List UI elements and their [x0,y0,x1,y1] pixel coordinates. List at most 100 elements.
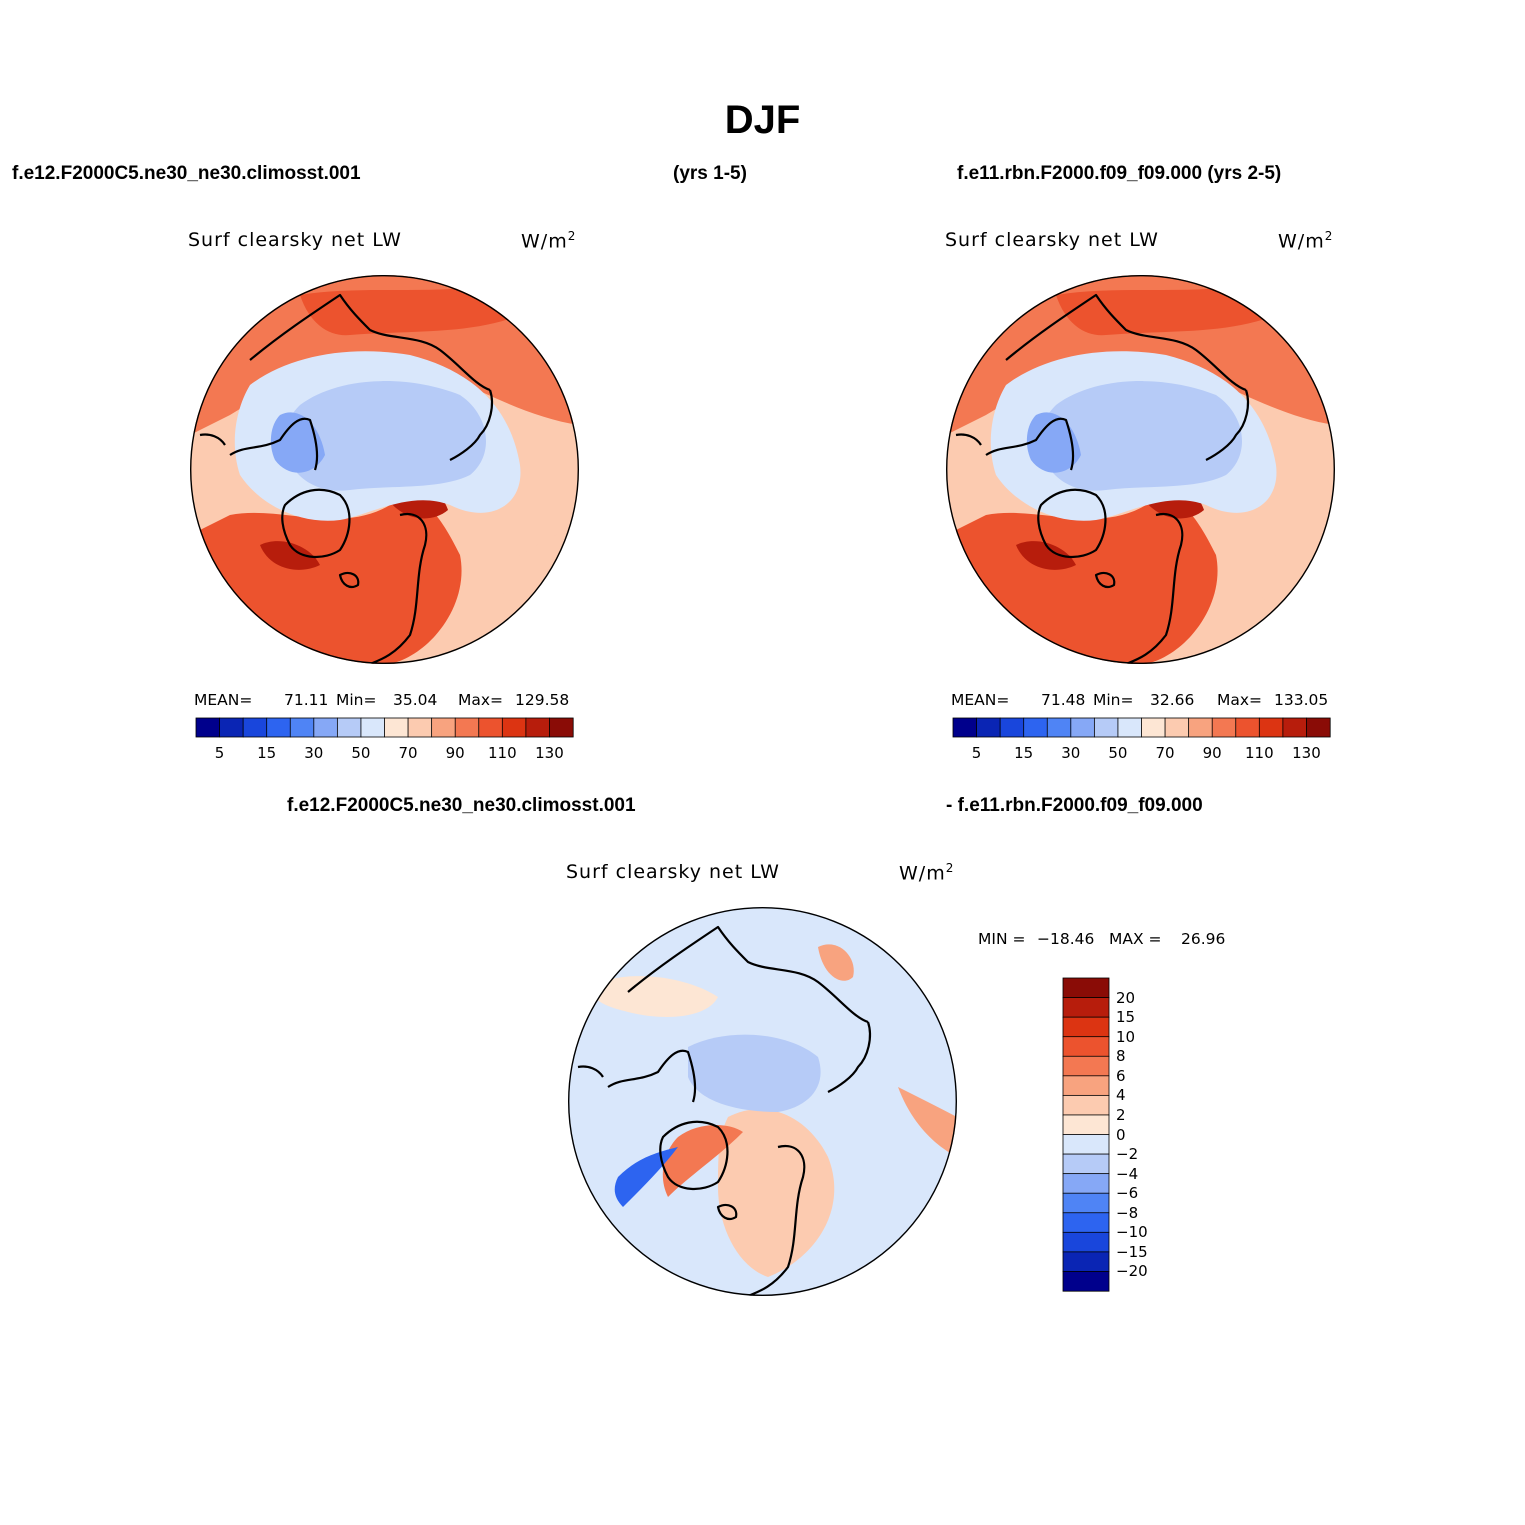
colorbar-box [454,717,480,738]
field-peak-region [260,541,320,570]
colorbar-tick-label: 30 [304,744,324,762]
panel3-max-label: MAX = [1109,930,1162,948]
field-cold-region-arctic [285,381,487,491]
colorbar-tick-label: −4 [1116,1164,1139,1183]
field-hot-region-south [946,498,1218,664]
colorbar-tick-label: 130 [535,744,564,762]
colorbar-box [1062,1212,1110,1233]
colorbar-tick-label: 50 [1108,744,1128,762]
panel3-min-value: −18.46 [1037,930,1095,948]
colorbar-box [1070,717,1095,738]
panel1-mean-label: MEAN= [194,691,253,709]
colorbar-tick-label: 110 [487,744,517,762]
colorbar-box [1062,1134,1110,1155]
colorbar-box [266,717,291,738]
colorbar-box [1117,717,1143,738]
coastline-alaska [955,433,982,446]
colorbar-tick-label: 30 [1061,744,1081,762]
colorbar-tick-label: 70 [1155,744,1175,762]
case2-label: f.e11.rbn.F2000.f09_f09.000 (yrs 2-5) [957,163,1282,184]
colorbar-box [431,717,456,738]
map-boundary [945,274,1336,665]
coastline-north-asia [627,925,869,1024]
panel2-colorbar [952,717,1331,738]
panel1-units: W/m2 [521,229,577,253]
colorbar-tick-label: 6 [1116,1066,1126,1085]
page-title: DJF [724,98,801,142]
colorbar-box [407,717,433,738]
panel3-polar-map [567,906,958,1297]
panel2-min-label: Min= [1093,691,1134,709]
field-cold-region-arctic [1041,381,1243,491]
field-peak-region [1016,541,1076,570]
colorbar-tick-label: 5 [214,744,225,762]
case1-label: f.e12.F2000C5.ne30_ne30.climosst.001 [12,163,361,184]
coastline-north-america [985,417,1075,471]
panel1-mean-value: 71.11 [284,691,329,709]
colorbar-tick-label: −6 [1116,1184,1139,1203]
colorbar-box [289,717,315,738]
colorbar-tick-label: −2 [1116,1145,1139,1164]
coastline-scandinavia [1125,512,1184,664]
map-boundary [189,274,580,665]
panel2-max-label: Max= [1217,691,1263,709]
panel2-min-value: 32.66 [1150,691,1195,709]
colorbar-box [1306,717,1331,738]
panel1-min-label: Min= [336,691,377,709]
coastline-north-america [229,417,319,471]
coastline-east-siberia [1205,389,1250,461]
panel2-max-value: 133.05 [1274,691,1329,709]
colorbar-box [1062,977,1110,999]
colorbar-tick-label: 110 [1244,744,1274,762]
colorbar-box [1062,1153,1110,1175]
colorbar-box [1062,1094,1110,1116]
colorbar-tick-label: 10 [1116,1027,1136,1046]
colorbar-box [1258,717,1284,738]
colorbar-box [1062,1271,1110,1292]
colorbar-box [1062,1016,1110,1038]
colorbar-tick-label: 15 [1014,744,1034,762]
colorbar-box [1062,1192,1110,1214]
coastline-alaska [577,1065,604,1078]
case1-years: (yrs 1-5) [673,163,747,184]
colorbar-tick-label: 90 [445,744,465,762]
colorbar-tick-label: 5 [971,744,982,762]
colorbar-box [360,717,386,738]
coastline-greenland [281,488,351,558]
colorbar-box [1235,717,1260,738]
colorbar-tick-label: 50 [351,744,371,762]
panel3-min-label: MIN = [978,930,1026,948]
colorbar-box [999,717,1025,738]
colorbar-tick-label: 15 [257,744,277,762]
colorbar-box [1062,1231,1110,1253]
colorbar-box [242,717,268,738]
coastline-iceland [338,571,360,589]
colorbar-box [1046,717,1072,738]
colorbar-tick-label: −8 [1116,1203,1139,1222]
colorbar-box [952,717,978,738]
panel1-min-value: 35.04 [393,691,438,709]
panel3-max-value: 26.96 [1181,930,1226,948]
colorbar-tick-label: −20 [1116,1262,1148,1281]
coastline-greenland [1037,488,1107,558]
coastline-north-america [607,1049,697,1103]
colorbar-tick-label: 15 [1116,1008,1136,1027]
coastline-greenland [659,1120,729,1190]
colorbar-tick-label: 130 [1292,744,1321,762]
coastline-north-asia [249,293,491,392]
colorbar-tick-label: 90 [1202,744,1222,762]
colorbar-box [219,717,244,738]
panel1-colorbar [195,717,574,738]
colorbar-box [478,717,503,738]
colorbar-tick-label: 2 [1116,1105,1126,1124]
panel3-colorbar [1062,977,1110,1292]
panel1-max-value: 129.58 [515,691,570,709]
colorbar-box [313,717,338,738]
coastline-iceland [716,1203,738,1221]
coastline-iceland [1094,571,1116,589]
panel3-title: Surf clearsky net LW [566,861,780,883]
panel2-title: Surf clearsky net LW [945,229,1159,251]
colorbar-box [549,717,574,738]
panel1-max-label: Max= [458,691,504,709]
diff-positive-region-south [718,1109,835,1277]
